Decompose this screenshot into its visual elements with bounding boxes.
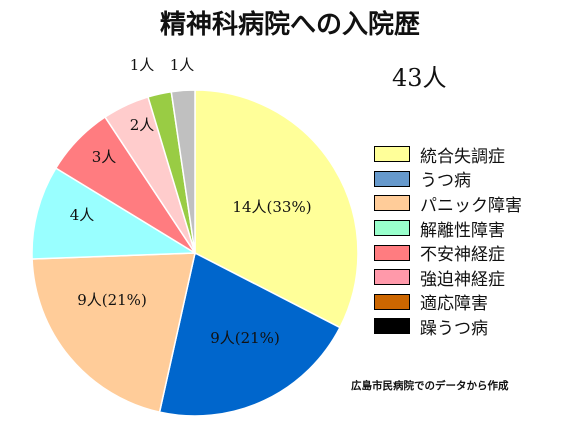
pie-slice-8 xyxy=(170,89,196,254)
slice-label-4: 4人 xyxy=(70,206,95,224)
legend-label: 統合失調症 xyxy=(420,146,505,167)
legend-item-1: 統合失調症 xyxy=(374,142,574,167)
slice-label-7: 1人 xyxy=(130,56,155,74)
legend-label: 適応障害 xyxy=(420,294,488,315)
legend-swatch xyxy=(374,244,410,261)
legend-item-7: 適応障害 xyxy=(374,290,574,315)
legend-swatch xyxy=(374,195,410,212)
legend-swatch xyxy=(374,146,410,163)
legend-label: 躁うつ病 xyxy=(420,318,488,339)
pie-slice-2 xyxy=(158,251,341,417)
pie-slice-4 xyxy=(31,167,198,260)
pie-slice-3 xyxy=(31,252,196,413)
legend-item-5: 不安神経症 xyxy=(374,240,574,265)
legend: 統合失調症うつ病パニック障害 解離性障害不安神経症強迫神経症適応障害躁うつ病 xyxy=(374,142,574,339)
slice-label-2: 9人(21%) xyxy=(210,329,280,347)
legend-swatch xyxy=(374,220,410,237)
legend-swatch xyxy=(374,170,410,187)
slice-label-6: 2人 xyxy=(130,116,155,134)
legend-item-3: パニック障害 xyxy=(374,191,574,216)
legend-item-4: 解離性障害 xyxy=(374,216,574,241)
legend-swatch xyxy=(374,318,410,335)
legend-label: 強迫神経症 xyxy=(420,269,505,290)
legend-swatch xyxy=(374,269,410,286)
legend-label: パニック障害 xyxy=(420,195,522,216)
legend-label: 解離性障害 xyxy=(420,220,505,241)
legend-item-8: 躁うつ病 xyxy=(374,314,574,339)
source-note: 広島市民病院でのデータから作成 xyxy=(351,380,509,392)
legend-item-6: 強迫神経症 xyxy=(374,265,574,290)
total-count: 43人 xyxy=(392,64,447,92)
pie-slice-1 xyxy=(194,89,359,329)
chart-title: 精神科病院への入院歴 xyxy=(159,10,420,40)
slice-label-3: 9人(21%) xyxy=(77,291,147,309)
slice-label-1: 14人(33%) xyxy=(232,198,311,216)
slice-label-8: 1人 xyxy=(170,56,195,74)
legend-label: うつ病 xyxy=(420,171,471,192)
legend-item-2: うつ病 xyxy=(374,167,574,192)
legend-swatch xyxy=(374,293,410,310)
slice-label-5: 3人 xyxy=(92,148,117,166)
legend-label: 不安神経症 xyxy=(420,245,505,266)
